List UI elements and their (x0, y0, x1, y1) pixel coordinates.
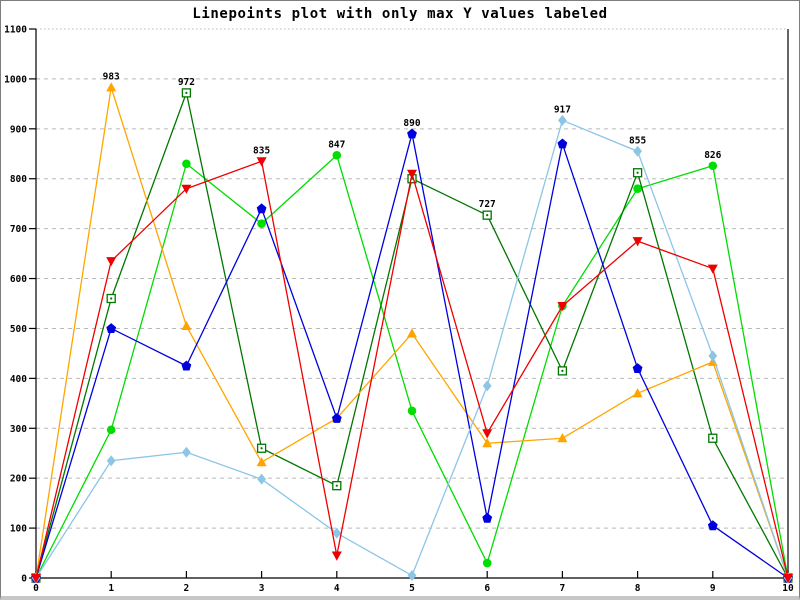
data-point-marker (31, 574, 41, 584)
data-point-marker (632, 363, 643, 373)
x-tick-label: 3 (259, 583, 265, 594)
y-tick-label: 1000 (4, 74, 27, 85)
chart-title: Linepoints plot with only max Y values l… (192, 6, 607, 22)
max-value-label: 983 (103, 71, 120, 82)
y-tick-label: 1100 (4, 25, 27, 36)
max-value-label: 847 (328, 139, 345, 150)
data-point-marker (632, 388, 643, 398)
data-point-marker (482, 438, 493, 448)
axes-layer: 0 100 200 300 400 500 600 700 800 900 1000 1100 0 1 2 3… (4, 25, 794, 595)
data-point-marker (482, 380, 492, 392)
data-point-marker (182, 446, 191, 458)
data-point-marker (407, 128, 417, 139)
data-point-marker-dot (335, 484, 338, 487)
data-point-marker-dot (110, 297, 113, 300)
max-value-label: 826 (704, 150, 721, 161)
data-point-marker (632, 237, 643, 247)
y-tick-label: 800 (10, 174, 27, 185)
y-tick-label: 700 (10, 224, 27, 235)
max-value-label: 972 (178, 77, 195, 88)
max-value-label: 917 (554, 104, 571, 115)
max-labels-layer: 983 972 835 847 890 727 917 855 826 (103, 71, 722, 210)
data-point-marker (407, 328, 417, 338)
max-value-label: 727 (479, 199, 496, 210)
data-point-marker (331, 412, 342, 423)
data-point-marker (181, 320, 192, 330)
y-tick-label: 500 (10, 324, 27, 335)
data-point-marker (633, 184, 642, 194)
x-tick-label: 7 (560, 583, 566, 594)
series-line (35, 133, 789, 579)
data-point-marker (407, 406, 417, 416)
data-point-marker-dot (260, 447, 263, 450)
data-point-marker (332, 527, 342, 539)
data-point-marker (257, 473, 266, 485)
y-tick-label: 600 (10, 274, 27, 285)
x-tick-label: 5 (409, 583, 415, 594)
data-point-marker (557, 433, 568, 443)
y-tick-label: 400 (10, 374, 27, 385)
gridlines-layer (36, 28, 788, 529)
data-point-marker (482, 512, 493, 523)
max-value-label: 890 (403, 118, 420, 129)
data-point-marker (783, 574, 793, 584)
data-point-marker (407, 169, 417, 179)
data-point-marker (707, 264, 718, 274)
data-point-marker (331, 551, 342, 561)
data-point-marker (707, 520, 718, 531)
y-tick-label: 0 (21, 574, 27, 585)
series-red-triangles-down (31, 157, 793, 584)
x-tick-label: 8 (635, 583, 641, 594)
data-point-marker (557, 301, 568, 312)
data-point-marker (332, 150, 342, 160)
series-line (35, 154, 789, 579)
data-point-marker (257, 219, 266, 228)
x-tick-label: 2 (184, 583, 190, 594)
y-tick-label: 200 (10, 474, 27, 485)
data-point-marker (106, 82, 117, 92)
data-point-marker-dot (636, 171, 639, 174)
data-point-marker (482, 558, 492, 568)
x-tick-label: 0 (33, 583, 39, 594)
data-point-marker (708, 350, 718, 362)
data-point-marker-dot (561, 369, 564, 372)
series-green-circles (31, 150, 793, 583)
x-tick-label: 4 (334, 583, 340, 594)
series-layer (31, 82, 793, 584)
data-point-marker (256, 457, 267, 467)
x-tick-label: 9 (710, 583, 716, 594)
data-point-marker (407, 570, 417, 582)
data-point-marker (106, 257, 117, 267)
data-point-marker (482, 429, 493, 439)
data-point-marker (558, 114, 567, 126)
series-light-blue-diamonds (31, 114, 793, 584)
data-point-marker-dot (486, 214, 489, 217)
data-point-marker (106, 323, 117, 334)
max-value-label: 835 (253, 145, 270, 156)
data-point-marker (557, 138, 568, 149)
x-tick-label: 6 (484, 583, 490, 594)
y-tick-label: 900 (10, 124, 27, 135)
data-point-marker (256, 157, 267, 167)
data-point-marker (182, 159, 191, 169)
data-point-marker (106, 455, 116, 467)
data-point-marker (708, 161, 718, 171)
series-line (35, 119, 789, 579)
data-point-marker (181, 184, 192, 194)
x-tick-label: 1 (108, 583, 114, 594)
series-orange-triangles-up (31, 82, 793, 582)
y-tick-label: 100 (10, 524, 27, 535)
series-line (35, 160, 789, 579)
data-point-marker (181, 360, 192, 371)
max-value-label: 855 (629, 135, 646, 146)
data-point-marker (633, 145, 642, 157)
y-tick-label: 300 (10, 424, 27, 435)
data-point-marker-dot (185, 91, 188, 94)
data-point-marker (106, 425, 116, 435)
data-point-marker (256, 203, 267, 214)
data-point-marker-dot (711, 437, 714, 440)
x-tick-label: 10 (782, 583, 794, 594)
